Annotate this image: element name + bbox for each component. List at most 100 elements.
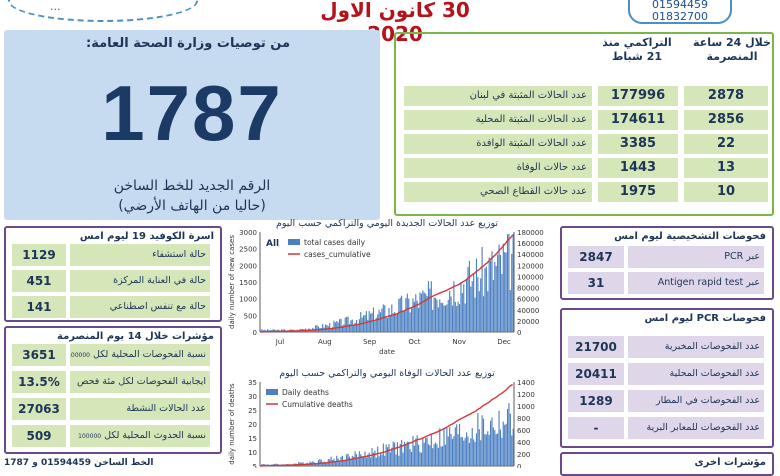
chart-bar	[403, 441, 406, 466]
chart-bar	[508, 403, 510, 466]
chart-bar	[413, 301, 415, 332]
x-tick-label: Oct	[408, 338, 420, 346]
chart-bar	[477, 413, 479, 466]
diagnostic-tests-title: فحوصات التشخيصية ليوم امس	[614, 231, 766, 242]
chart-bar	[261, 329, 263, 332]
chart-bar	[409, 312, 411, 332]
chart-bar	[509, 290, 511, 332]
cases-row-cumulative: 1443	[598, 158, 678, 178]
y-tick-label-right: 40000	[517, 307, 539, 315]
chart-bar	[468, 260, 470, 332]
panel-row: 141 حالة مع تنفس اصطناعي	[12, 296, 210, 318]
chart-bar	[315, 325, 317, 332]
chart-bar	[343, 459, 345, 466]
cases-row-daily: 13	[684, 158, 768, 178]
cases-row: عدد الحالات المثبتة المحلية 174611 2856	[404, 110, 768, 130]
panel-row-label: ايجابية الفحوصات لكل مئة فحص	[70, 371, 210, 393]
cases-row-cumulative: 174611	[598, 110, 678, 130]
chart-bar	[473, 439, 475, 466]
chart-bar	[426, 437, 428, 466]
chart-bar	[377, 314, 379, 332]
chart-bar	[347, 316, 349, 332]
chart-bar	[322, 324, 324, 332]
hotline-title: من توصيات وزارة الصحة العامة:	[86, 36, 290, 51]
panel-row: 13.5% ايجابية الفحوصات لكل مئة فحص	[12, 371, 210, 393]
cases-row-daily: 22	[684, 134, 768, 154]
chart-bar	[425, 293, 427, 332]
chart-bar	[499, 429, 502, 466]
chart-bar	[480, 278, 482, 332]
chart-title: توزيع عدد الحالات الجديدة اليومي والتراك…	[276, 218, 498, 229]
chart-bar	[334, 322, 336, 332]
chart-bar	[443, 429, 445, 466]
col-cumulative-header: التراكمي منذ 21 شباط	[602, 36, 672, 63]
panel-row-label: عدد الحالات النشطة	[70, 398, 210, 420]
chart-bar	[494, 261, 496, 332]
chart-bar	[437, 447, 439, 466]
chart-bar	[375, 317, 377, 332]
chart-bar	[261, 463, 263, 466]
panel-row-label-text: عدد الفحوصات المحلية	[669, 368, 760, 379]
chart-bar	[432, 309, 434, 332]
panel-row-label-text: حالة استشفاء	[152, 249, 206, 260]
panel-row: 20411 عدد الفحوصات المحلية	[568, 363, 764, 385]
chart-bar	[365, 457, 367, 466]
chart-bar	[364, 315, 366, 332]
chart-bar	[395, 454, 397, 466]
chart-bar	[262, 464, 264, 466]
chart-bar	[315, 463, 317, 466]
chart-bar	[343, 324, 345, 332]
y-tick-label-right: 160000	[517, 240, 544, 248]
panel-row-label-text: ايجابية الفحوصات لكل مئة فحص	[77, 376, 206, 387]
chart-bar	[341, 325, 343, 332]
chart-bar	[502, 243, 504, 332]
y-tick-label: 25	[248, 407, 257, 415]
chart-bar	[444, 444, 446, 466]
chart-bar	[457, 301, 459, 332]
logo-oval: ...	[8, 0, 198, 22]
panel-row-label: نسبة الحدوث المحلية لكل100000	[70, 425, 210, 447]
chart-bar	[353, 324, 355, 332]
legend-swatch-bar	[288, 239, 300, 245]
panel-row-label: عدد الفحوصات المحلية	[628, 363, 764, 385]
x-tick-label: Aug	[318, 338, 332, 346]
chart-bar	[423, 442, 425, 466]
chart-bar	[466, 278, 468, 332]
chart-bar	[364, 451, 366, 466]
chart-bar	[322, 462, 324, 466]
chart-bar	[429, 288, 431, 332]
chart-bar	[511, 253, 513, 332]
cases-row-label: عدد الحالات المثبتة الوافدة	[404, 134, 592, 154]
chart-bar	[334, 461, 336, 466]
panel-row-value: 31	[568, 272, 624, 294]
y-axis-label: daily number of deaths	[228, 383, 236, 465]
panel-row-sub: 100000	[78, 433, 102, 440]
chart-bar	[381, 454, 383, 466]
chart-bar	[367, 454, 369, 466]
chart-bar	[434, 297, 437, 332]
y-tick-label: 20	[248, 421, 257, 429]
y-axis-label: daily number of new cases	[228, 235, 236, 329]
bottom-hotline: الخط الساخن 01594459 و 1787	[4, 458, 154, 468]
panel-row: - عدد الفحوصات للمعابر البرية	[568, 417, 764, 439]
cases-row-label: عدد حالات الوفاة	[404, 158, 592, 178]
chart-bar	[487, 291, 489, 332]
chart-bar	[358, 451, 360, 466]
chart-bar	[477, 277, 479, 332]
chart-bar	[422, 290, 424, 332]
chart-bar	[482, 296, 485, 332]
chart-bar	[316, 325, 318, 332]
legend-label: total cases daily	[304, 238, 366, 247]
panel-row-label-text: عدد الحالات النشطة	[126, 403, 206, 414]
chart-bar	[402, 452, 404, 466]
chart-bar	[454, 301, 456, 332]
y-tick-label: 500	[244, 312, 257, 320]
y-tick-label-right: 0	[517, 329, 521, 337]
chart-bar	[375, 457, 377, 466]
chart-bar	[361, 317, 363, 332]
x-tick-label: Nov	[452, 338, 466, 346]
chart-bar	[413, 445, 415, 466]
legend-label: cases_cumulative	[304, 250, 371, 259]
chart-bar	[491, 251, 493, 332]
